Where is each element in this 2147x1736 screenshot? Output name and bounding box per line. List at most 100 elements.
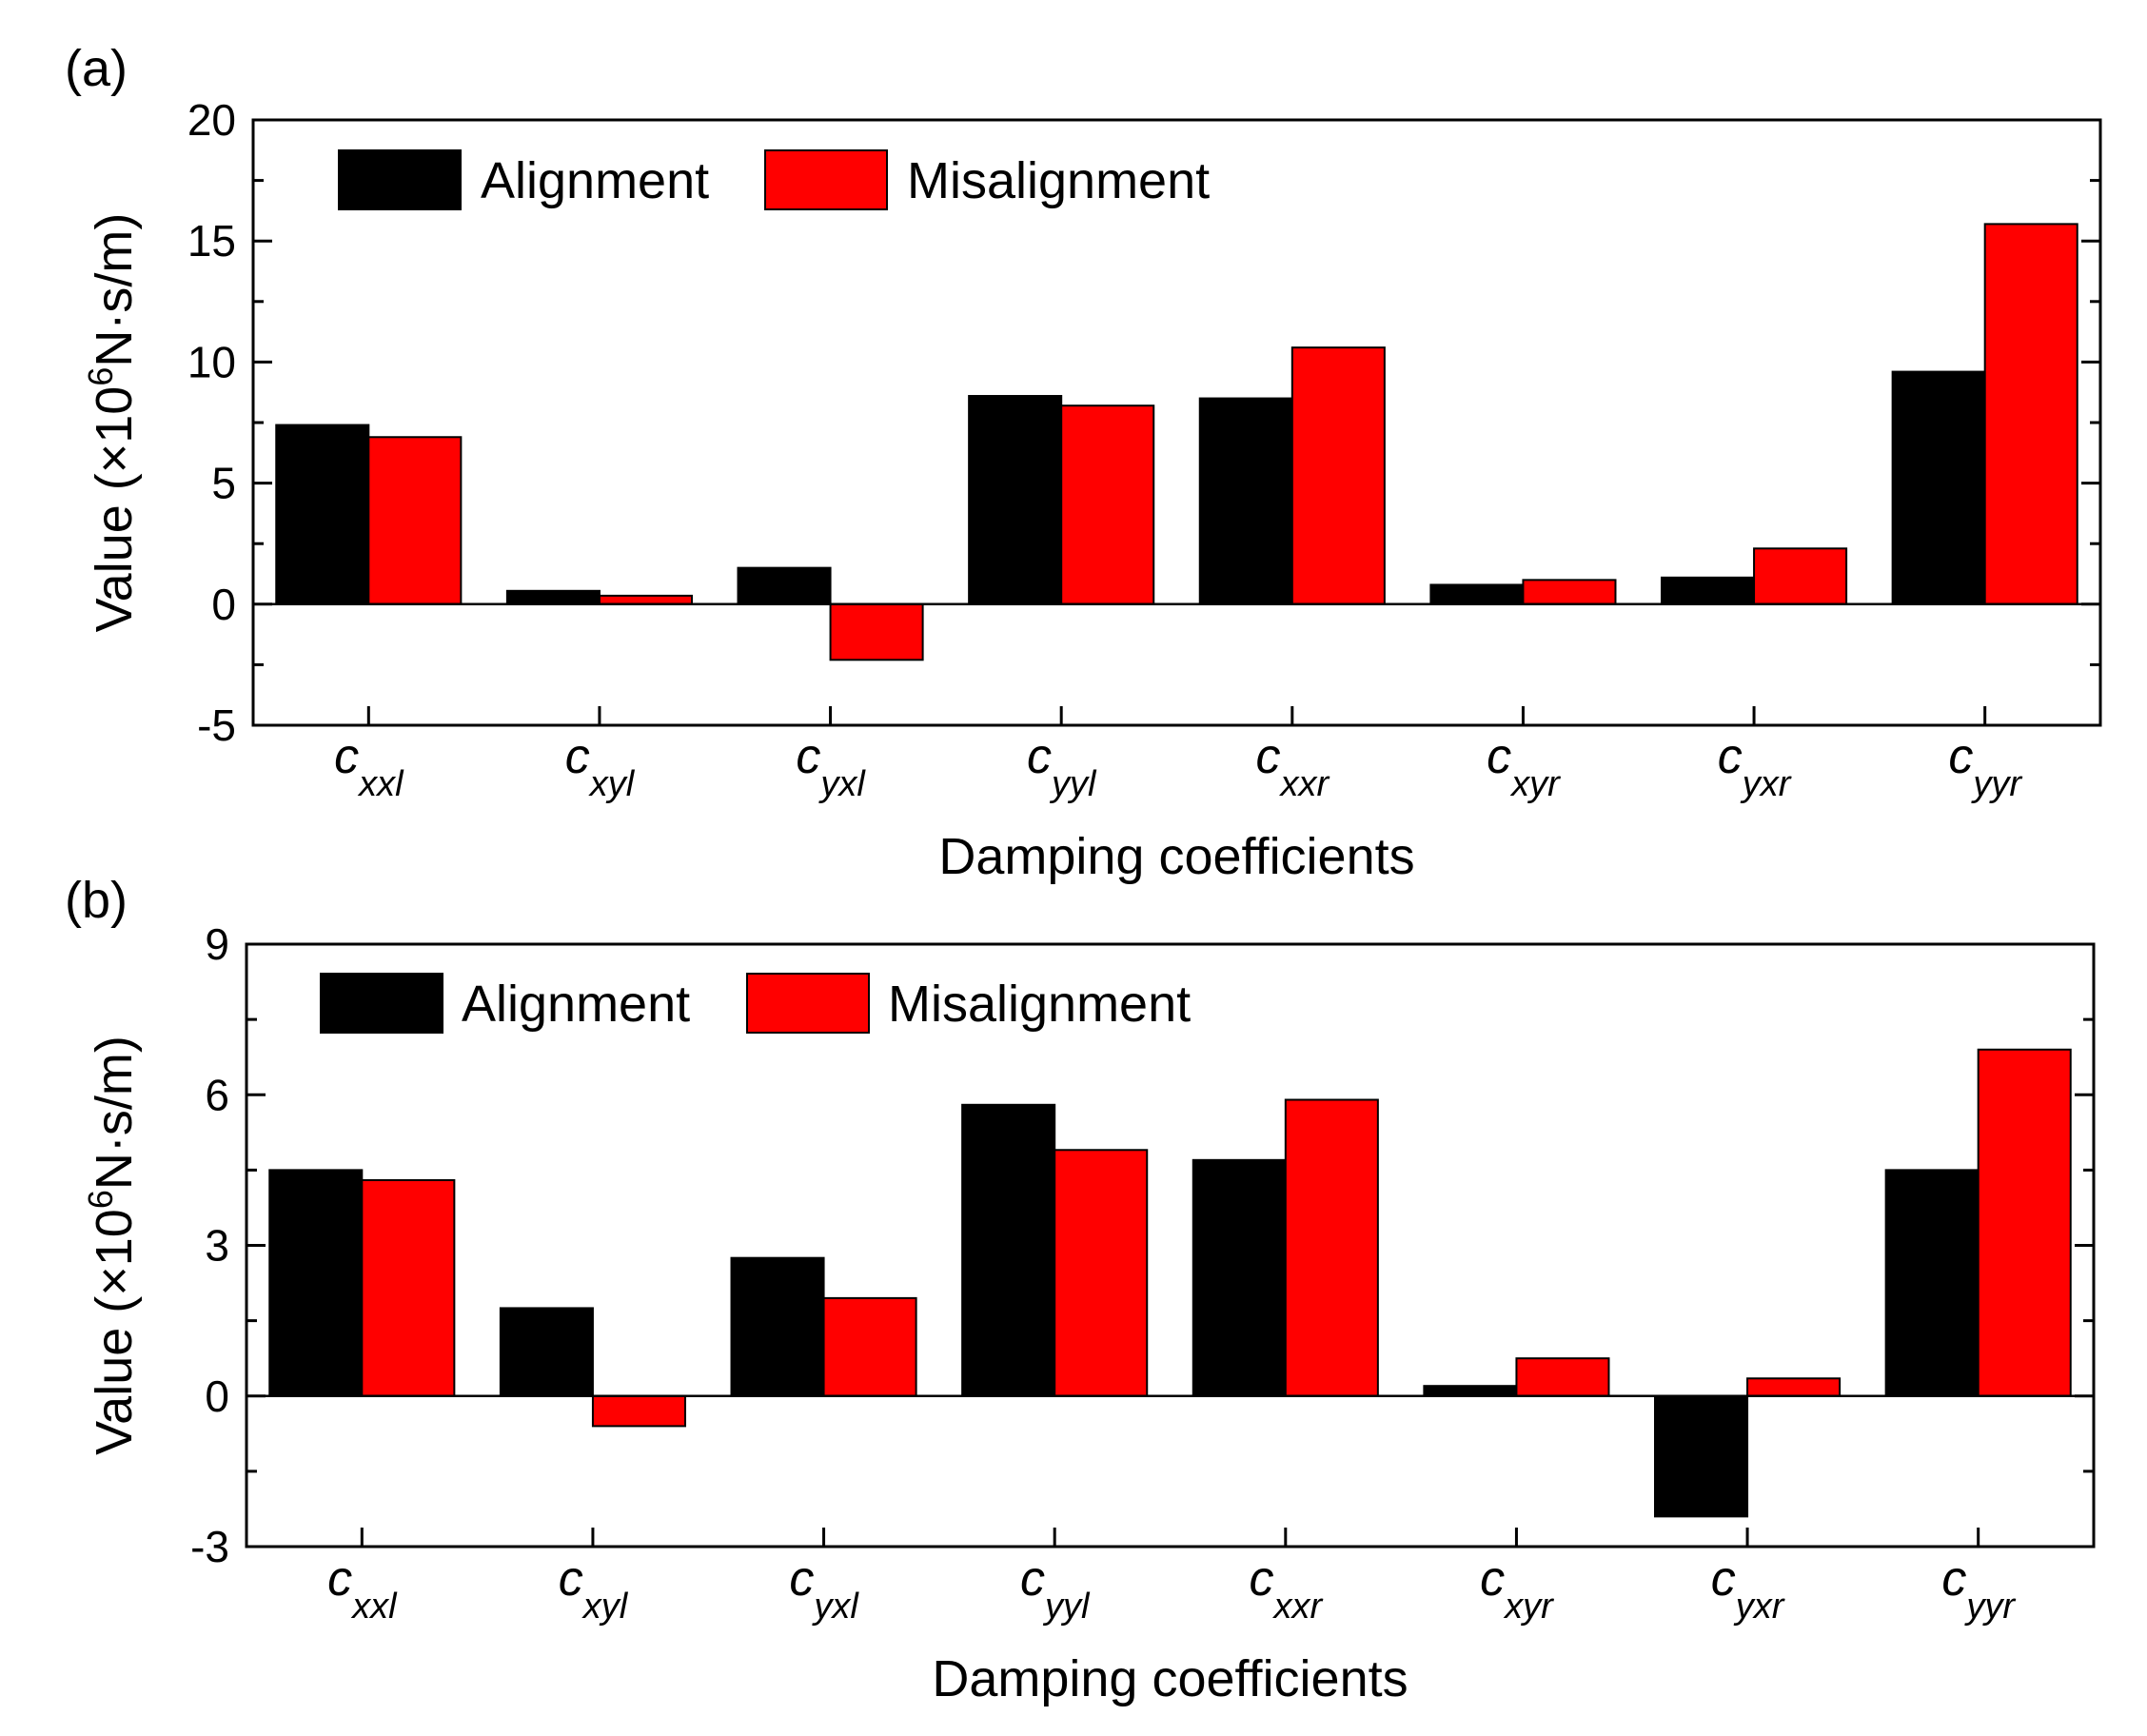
bar-misalignment-xyr — [1515, 1357, 1610, 1397]
bar-misalignment-yxl — [822, 1296, 917, 1397]
x-tick-label-base: c — [1480, 1551, 1505, 1607]
x-tick-label-base: c — [559, 1551, 583, 1607]
x-tick-label-base: c — [1718, 729, 1743, 784]
x-tick-label-yyr: cyyr — [1948, 729, 2022, 804]
legend-label-alignment: Alignment — [462, 976, 690, 1033]
legend-label-misalignment: Misalignment — [888, 976, 1191, 1033]
y-tick-label: 0 — [211, 580, 236, 629]
bar-alignment-yxl — [730, 1256, 825, 1397]
bar-misalignment-yyr — [1977, 1048, 2072, 1397]
bar-alignment-yyl — [968, 395, 1063, 605]
x-tick-label-xxr: cxxr — [1249, 1551, 1323, 1627]
x-tick-label-yyr: cyyr — [1941, 1551, 2016, 1627]
y-tick-label: 3 — [205, 1221, 229, 1271]
x-tick-label-base: c — [1711, 1551, 1736, 1607]
x-tick-label-yxl: cyxl — [796, 729, 866, 804]
bar-misalignment-xxr — [1284, 1098, 1379, 1397]
legend-label-misalignment: Misalignment — [907, 152, 1210, 209]
x-tick-label-base: c — [565, 729, 590, 784]
x-tick-label-xyl: cxyl — [559, 1551, 629, 1627]
x-tick-label-subscript: yyl — [1042, 1587, 1091, 1627]
x-tick-label-yxr: cyxr — [1711, 1551, 1785, 1627]
x-tick-label-xxl: cxxl — [327, 1551, 398, 1627]
y-tick-label: 5 — [211, 459, 236, 508]
x-tick-label-yxr: cyxr — [1718, 729, 1792, 804]
bar-alignment-yxr — [1661, 576, 1756, 605]
bar-alignment-xxr — [1198, 397, 1293, 605]
y-tick-label: -3 — [190, 1522, 229, 1571]
y-axis-title-prefix: Value (×10 — [86, 386, 143, 633]
x-tick-label-base: c — [1948, 729, 1973, 784]
x-tick-label-base: c — [796, 729, 820, 784]
y-tick-label: 0 — [205, 1371, 229, 1421]
y-tick-label: 6 — [205, 1070, 229, 1119]
x-tick-label-subscript: xyl — [581, 1587, 629, 1627]
x-tick-label-yyl: cyyl — [1027, 729, 1097, 804]
x-tick-label-subscript: yxl — [817, 764, 866, 804]
bar-alignment-xyr — [1423, 1385, 1518, 1397]
x-tick-label-base: c — [1027, 729, 1052, 784]
legend: Alignment Misalignment — [338, 149, 1210, 210]
x-axis-title: Damping coefficients — [932, 1650, 1408, 1707]
x-tick-label-subscript: yyr — [1963, 1587, 2016, 1627]
bar-misalignment-xxr — [1290, 346, 1386, 605]
x-tick-label-base: c — [1487, 729, 1511, 784]
x-tick-label-subscript: xyr — [1503, 1587, 1554, 1627]
y-axis-title: Value (×106N·s/m) — [81, 213, 143, 633]
bar-alignment-xyl — [505, 589, 601, 605]
x-tick-label-yxl: cyxl — [789, 1551, 859, 1627]
x-tick-label-subscript: xxl — [350, 1587, 398, 1627]
x-tick-label-xyr: cxyr — [1487, 729, 1561, 804]
y-tick-label: 9 — [205, 919, 229, 969]
x-tick-label-subscript: xxr — [1271, 1587, 1323, 1627]
y-axis-title-suffix: N·s/m) — [86, 1036, 143, 1190]
panel-label: (a) — [65, 40, 128, 97]
y-axis-title-suffix: N·s/m) — [86, 213, 143, 367]
x-tick-label-subscript: xyr — [1509, 764, 1561, 804]
x-tick-label-base: c — [334, 729, 359, 784]
bar-alignment-xyl — [499, 1307, 594, 1397]
x-tick-label-xyl: cxyl — [565, 729, 636, 804]
y-axis-title-prefix: Value (×10 — [86, 1209, 143, 1455]
legend-swatch-alignment — [338, 149, 462, 210]
x-tick-label-base: c — [1249, 1551, 1273, 1607]
bar-misalignment-yxl — [829, 602, 924, 661]
bar-misalignment-xxl — [361, 1178, 456, 1397]
bar-alignment-yyl — [961, 1103, 1056, 1397]
bar-alignment-xxr — [1192, 1158, 1287, 1397]
bar-misalignment-xxl — [367, 436, 463, 605]
bar-misalignment-yyl — [1054, 1149, 1149, 1397]
bar-alignment-yxr — [1654, 1394, 1749, 1518]
bar-alignment-yxl — [737, 566, 832, 605]
bar-misalignment-xyl — [591, 1394, 686, 1428]
x-tick-label-subscript: yyr — [1970, 764, 2022, 804]
x-axis-title: Damping coefficients — [938, 828, 1414, 885]
bar-alignment-xxl — [268, 1169, 364, 1397]
x-tick-label-subscript: xxr — [1278, 764, 1330, 804]
x-tick-label-subscript: yyl — [1049, 764, 1097, 804]
x-tick-label-xyr: cxyr — [1480, 1551, 1554, 1627]
x-tick-label-subscript: yxl — [811, 1587, 859, 1627]
x-tick-label-subscript: xxl — [357, 764, 404, 804]
x-tick-label-subscript: yxr — [1733, 1587, 1785, 1627]
bar-misalignment-xyr — [1522, 579, 1617, 605]
legend-swatch-misalignment — [764, 149, 888, 210]
bar-misalignment-yyr — [1983, 223, 2078, 605]
y-tick-label: 20 — [187, 95, 236, 145]
plot-frame — [251, 118, 2102, 727]
x-tick-label-xxr: cxxr — [1255, 729, 1330, 804]
bar-misalignment-yyl — [1060, 404, 1155, 605]
panel-label: (b) — [65, 872, 128, 929]
legend-swatch-alignment — [320, 973, 443, 1034]
x-tick-label-subscript: yxr — [1740, 764, 1792, 804]
bar-alignment-yyr — [1891, 370, 1986, 605]
bar-misalignment-yxr — [1753, 547, 1848, 605]
bar-alignment-xxl — [275, 424, 370, 605]
y-axis-title-exponent: 6 — [81, 367, 120, 386]
y-axis-title-exponent: 6 — [81, 1190, 120, 1209]
y-tick-label: 15 — [187, 216, 236, 266]
y-tick-label: -5 — [197, 700, 236, 750]
x-tick-label-base: c — [789, 1551, 814, 1607]
